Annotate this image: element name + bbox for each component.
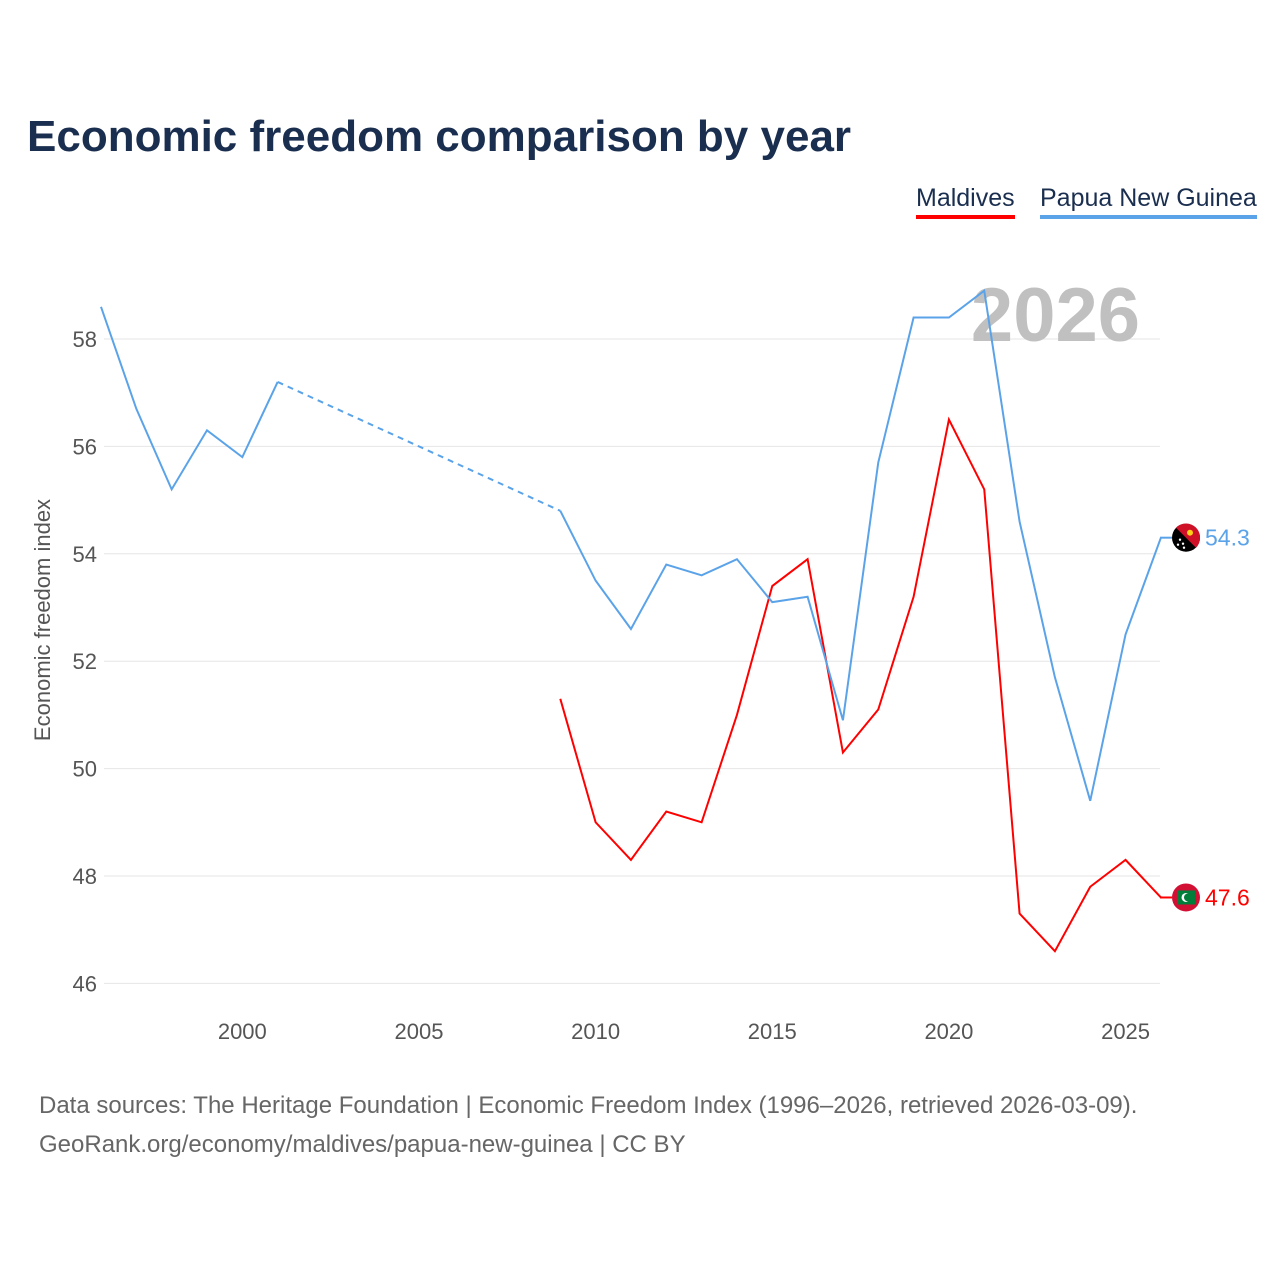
flag-maldives-icon: [1172, 883, 1200, 912]
y-tick-label: 50: [73, 757, 97, 782]
y-tick-label: 54: [73, 542, 97, 567]
y-tick-label: 58: [73, 327, 97, 352]
x-tick-label: 2010: [571, 1019, 620, 1044]
gap-line-papua-new-guinea: [277, 381, 561, 512]
flag-papua-new-guinea-icon: [1172, 523, 1201, 552]
line-papua-new-guinea: [100, 306, 279, 492]
source-text: Data sources: The Heritage Foundation | …: [39, 1092, 1138, 1119]
y-tick-label: 46: [73, 971, 97, 996]
line-maldives: [559, 416, 1162, 953]
legend-maldives[interactable]: Maldives: [916, 184, 1015, 219]
line-papua-new-guinea: [559, 288, 1162, 802]
x-tick-label: 2020: [924, 1019, 973, 1044]
credit-link[interactable]: GeoRank.org/economy/maldives/papua-new-g…: [39, 1131, 686, 1158]
x-tick-label: 2000: [218, 1019, 267, 1044]
y-tick-label: 56: [73, 434, 97, 459]
x-tick-label: 2025: [1101, 1019, 1150, 1044]
y-tick-label: 52: [73, 649, 97, 674]
year-watermark: 2026: [971, 273, 1140, 358]
end-label-maldives: 47.6: [1205, 884, 1250, 910]
y-axis-label: Economic freedom index: [30, 499, 55, 741]
legend-papua-new-guinea[interactable]: Papua New Guinea: [1040, 184, 1257, 219]
x-tick-label: 2015: [748, 1019, 797, 1044]
end-label-papua-new-guinea: 54.3: [1205, 525, 1250, 551]
y-tick-label: 48: [73, 864, 97, 889]
x-tick-label: 2005: [394, 1019, 443, 1044]
chart-title: Economic freedom comparison by year: [27, 112, 852, 161]
